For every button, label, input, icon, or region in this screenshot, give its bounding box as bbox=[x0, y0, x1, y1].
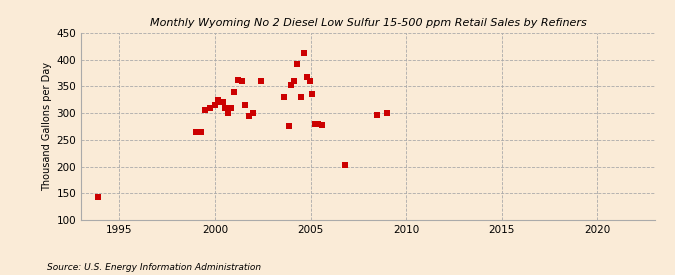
Point bbox=[340, 163, 350, 167]
Point bbox=[220, 106, 231, 110]
Point bbox=[310, 122, 321, 126]
Point bbox=[248, 111, 259, 115]
Point bbox=[195, 130, 206, 134]
Point bbox=[214, 100, 225, 105]
Point bbox=[209, 103, 220, 107]
Point bbox=[240, 103, 251, 107]
Point bbox=[304, 79, 315, 83]
Point bbox=[372, 113, 383, 117]
Point bbox=[317, 123, 327, 127]
Point bbox=[298, 51, 309, 55]
Y-axis label: Thousand Gallons per Day: Thousand Gallons per Day bbox=[43, 62, 52, 191]
Point bbox=[200, 108, 211, 113]
Point bbox=[205, 106, 215, 110]
Point bbox=[381, 111, 392, 115]
Point bbox=[232, 78, 243, 82]
Title: Monthly Wyoming No 2 Diesel Low Sulfur 15-500 ppm Retail Sales by Refiners: Monthly Wyoming No 2 Diesel Low Sulfur 1… bbox=[149, 18, 587, 28]
Point bbox=[255, 79, 266, 83]
Text: Source: U.S. Energy Information Administration: Source: U.S. Energy Information Administ… bbox=[47, 263, 261, 272]
Point bbox=[286, 83, 297, 87]
Point bbox=[307, 92, 318, 97]
Point bbox=[313, 122, 323, 126]
Point bbox=[217, 100, 228, 105]
Point bbox=[301, 75, 312, 79]
Point bbox=[284, 124, 295, 129]
Point bbox=[213, 98, 223, 102]
Point bbox=[93, 195, 104, 199]
Point bbox=[292, 62, 302, 66]
Point bbox=[236, 79, 247, 83]
Point bbox=[244, 114, 254, 118]
Point bbox=[278, 95, 289, 99]
Point bbox=[296, 95, 306, 99]
Point bbox=[190, 130, 201, 134]
Point bbox=[225, 106, 236, 110]
Point bbox=[289, 79, 300, 83]
Point bbox=[229, 90, 240, 94]
Point bbox=[223, 111, 234, 115]
